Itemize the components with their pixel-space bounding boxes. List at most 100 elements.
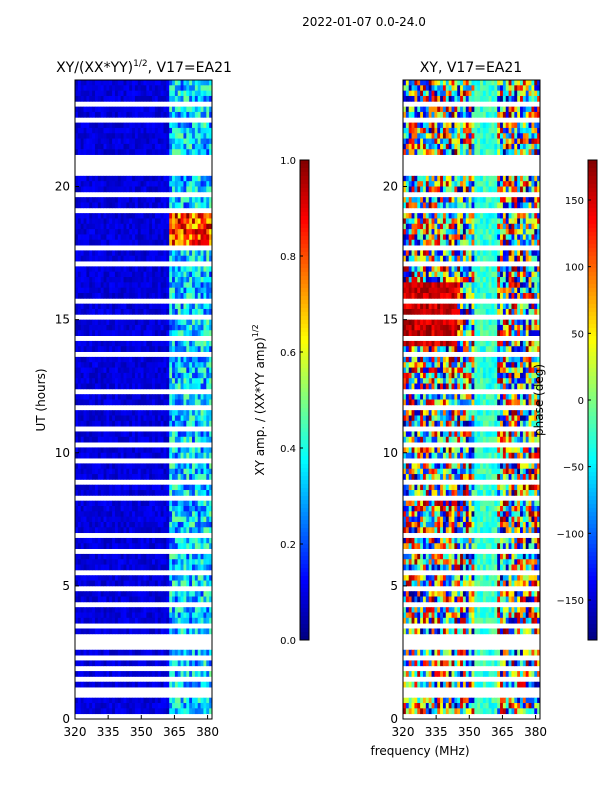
heatmap-cell (144, 708, 147, 714)
heatmap-cell (497, 96, 500, 102)
heatmap-cell (126, 628, 129, 634)
heatmap-cell (186, 240, 189, 246)
heatmap-cell (186, 628, 189, 634)
heatmap-cell (178, 517, 181, 523)
heatmap-cell (178, 522, 181, 528)
heatmap-cell (132, 357, 135, 363)
heatmap-cell (494, 123, 497, 129)
heatmap-cell (169, 463, 172, 469)
heatmap-cell (169, 415, 172, 421)
heatmap-cell (84, 362, 87, 368)
heatmap-cell (195, 384, 198, 390)
heatmap-cell (144, 213, 147, 219)
colorbar-segment (300, 344, 309, 349)
heatmap-cell (98, 128, 101, 134)
heatmap-cell (141, 671, 144, 677)
heatmap-cell (166, 96, 169, 102)
heatmap-cell (138, 591, 141, 597)
heatmap-cell (121, 575, 124, 581)
heatmap-cell (109, 575, 112, 581)
heatmap-cell (89, 527, 92, 533)
heatmap-cell (203, 107, 206, 113)
heatmap-cell (89, 490, 92, 496)
heatmap-cell (132, 474, 135, 480)
heatmap-cell (152, 591, 155, 597)
heatmap-cell (138, 128, 141, 134)
heatmap-cell (146, 613, 149, 619)
heatmap-cell (497, 80, 500, 86)
heatmap-cell (195, 517, 198, 523)
heatmap-cell (161, 330, 164, 336)
heatmap-cell (135, 325, 138, 331)
heatmap-cell (161, 320, 164, 326)
heatmap-cell (95, 96, 98, 102)
heatmap-cell (155, 591, 158, 597)
heatmap-cell (192, 240, 195, 246)
heatmap-cell (141, 421, 144, 427)
heatmap-cell (138, 384, 141, 390)
heatmap-cell (124, 501, 127, 507)
heatmap-cell (98, 176, 101, 182)
heatmap-cell (163, 96, 166, 102)
heatmap-cell (201, 410, 204, 416)
heatmap-cell (141, 133, 144, 139)
heatmap-cell (95, 240, 98, 246)
heatmap-cell (138, 362, 141, 368)
heatmap-cell (89, 320, 92, 326)
heatmap-cell (189, 384, 192, 390)
heatmap-cell (81, 463, 84, 469)
heatmap-cell (192, 144, 195, 150)
heatmap-cell (166, 698, 169, 704)
heatmap-cell (172, 213, 175, 219)
heatmap-cell (178, 277, 181, 283)
heatmap-cell (198, 543, 201, 549)
heatmap-cell (409, 149, 412, 155)
heatmap-cell (98, 384, 101, 390)
heatmap-cell (104, 128, 107, 134)
heatmap-cell (161, 357, 164, 363)
heatmap-cell (414, 123, 417, 129)
heatmap-cell (101, 708, 104, 714)
heatmap-cell (203, 373, 206, 379)
heatmap-cell (201, 187, 204, 193)
heatmap-cell (183, 96, 186, 102)
heatmap-cell (172, 591, 175, 597)
heatmap-cell (183, 607, 186, 613)
heatmap-cell (78, 431, 81, 437)
heatmap-cell (520, 128, 523, 134)
heatmap-cell (189, 543, 192, 549)
heatmap-cell (106, 575, 109, 581)
heatmap-cell (152, 628, 155, 634)
heatmap-cell (423, 123, 426, 129)
heatmap-cell (494, 181, 497, 187)
right-panel-title: XY, V17=EA21 (420, 60, 522, 76)
heatmap-cell (469, 187, 472, 193)
heatmap-cell (98, 437, 101, 443)
heatmap-cell (78, 293, 81, 299)
heatmap-cell (166, 107, 169, 113)
heatmap-cell (112, 415, 115, 421)
heatmap-cell (514, 107, 517, 113)
heatmap-cell (163, 485, 166, 491)
heatmap-cell (89, 202, 92, 208)
heatmap-cell (161, 698, 164, 704)
heatmap-cell (146, 139, 149, 145)
heatmap-cell (129, 282, 132, 288)
heatmap-cell (529, 144, 532, 150)
heatmap-cell (198, 559, 201, 565)
heatmap-cell (109, 671, 112, 677)
heatmap-cell (494, 96, 497, 102)
heatmap-cell (195, 373, 198, 379)
heatmap-cell (166, 282, 169, 288)
heatmap-cell (129, 85, 132, 91)
heatmap-cell (181, 320, 184, 326)
heatmap-cell (183, 453, 186, 459)
heatmap-cell (178, 607, 181, 613)
heatmap-cell (181, 607, 184, 613)
heatmap-cell (186, 96, 189, 102)
heatmap-cell (124, 357, 127, 363)
heatmap-cell (92, 708, 95, 714)
heatmap-cell (149, 80, 152, 86)
heatmap-cell (138, 485, 141, 491)
heatmap-cell (198, 123, 201, 129)
